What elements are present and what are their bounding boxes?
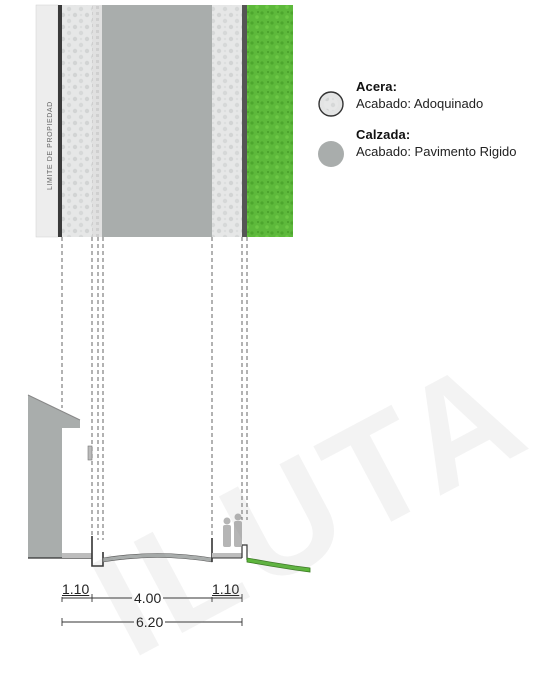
house-section (28, 395, 80, 558)
right-sidewalk (212, 5, 242, 237)
legend (318, 91, 344, 167)
legend-roadway-title: Calzada: (356, 127, 411, 142)
dimension-roadway: 4.00 (132, 590, 164, 606)
dimension-right-sidewalk: 1.10 (210, 581, 242, 597)
property-line (58, 5, 62, 237)
legend-sidewalk-finish: Acabado: Adoquinado (356, 96, 484, 111)
dimension-left-sidewalk: 1.10 (60, 581, 92, 597)
legend-sidewalk-title: Acera: (356, 79, 398, 94)
plan-view: LIMITE DE PROPIEDAD (35, 4, 293, 238)
left-sidewalk (62, 5, 92, 237)
street-section-diagram: LIMITE DE PROPIEDAD (27, 4, 545, 688)
grass-slope (246, 557, 311, 573)
left-curb (92, 5, 102, 237)
pedestrians (223, 513, 242, 547)
grass-area (247, 5, 293, 237)
diagram-canvas: LIMITE DE PROPIEDAD (27, 4, 344, 626)
dimension-total: 6.20 (134, 614, 166, 630)
legend-roadway-finish: Acabado: Pavimento Rigido (356, 144, 517, 159)
projection-lines (61, 237, 248, 540)
roadway (102, 5, 212, 237)
property-boundary-label: LIMITE DE PROPIEDAD (47, 101, 54, 190)
right-curb (242, 5, 247, 237)
section-view (27, 394, 311, 573)
street-light (87, 445, 93, 461)
road-surface (102, 553, 213, 563)
roadway-swatch-icon (318, 141, 344, 167)
